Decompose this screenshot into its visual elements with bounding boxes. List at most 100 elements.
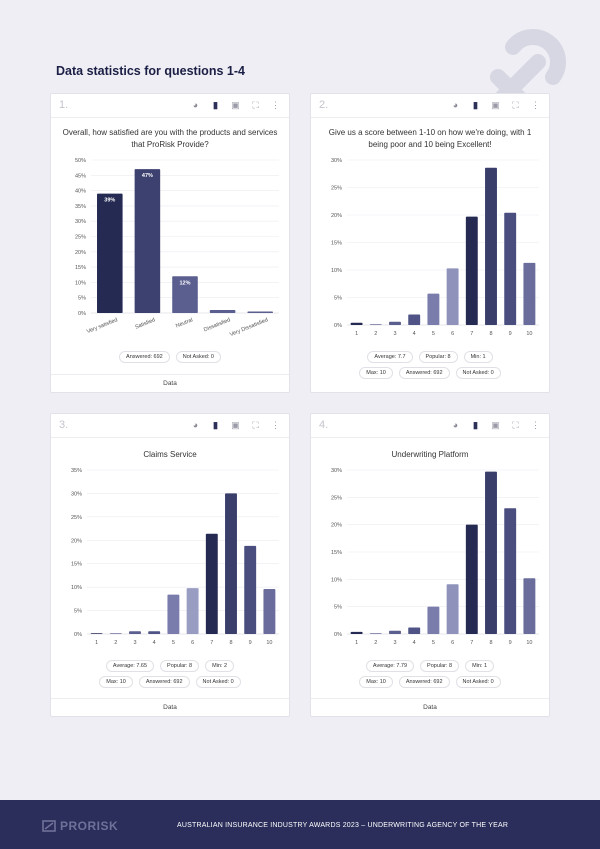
bar <box>504 508 517 634</box>
y-tick-label: 0% <box>334 632 342 638</box>
bar <box>350 322 363 325</box>
data-tab[interactable]: Data <box>51 374 289 392</box>
stat-pill: Not Asked: 0 <box>455 367 501 379</box>
stat-pill: Average: 7.65 <box>105 660 155 672</box>
expand-icon[interactable]: ⛶ <box>252 100 259 110</box>
stat-pill: Average: 7.79 <box>365 660 415 672</box>
bar-chart: 0% 5% 10% 15% 20% 25% 30% 1 2 3 4 5 6 7 8 9 10 <box>331 468 539 646</box>
question-text: Claims Service <box>143 450 197 459</box>
x-tick-label: 4 <box>413 331 416 337</box>
bar-chart: 0% 5% 10% 15% 20% 25% 30% 35% 40% 45% 50% 39% Very s… <box>75 158 279 338</box>
data-tab[interactable]: Data <box>51 698 289 716</box>
export-icon[interactable]: ▣ <box>231 100 240 110</box>
stat-pill: Not Asked: 0 <box>455 676 501 688</box>
bar <box>209 309 236 313</box>
bar <box>172 276 198 313</box>
page-title: Data statistics for questions 1-4 <box>56 64 245 78</box>
more-icon[interactable]: ⋮ <box>271 100 280 110</box>
y-tick-label: 25% <box>331 186 342 192</box>
x-tick-label: 8 <box>489 640 492 646</box>
bar <box>263 589 276 634</box>
bar <box>186 588 199 634</box>
y-tick-label: 25% <box>71 515 82 521</box>
bar-chart: 0% 5% 10% 15% 20% 25% 30% 35% 1 2 3 4 5 6 7 8 9 10 <box>71 468 279 646</box>
bar <box>109 633 122 634</box>
more-icon[interactable]: ⋮ <box>271 420 280 430</box>
y-tick-label: 10% <box>75 280 86 286</box>
card-header: 1. ◕ ▮ ▣ ⛶ ⋮ <box>51 94 289 118</box>
x-tick-label: 5 <box>172 640 175 646</box>
bar <box>369 324 382 325</box>
expand-icon[interactable]: ⛶ <box>512 100 519 110</box>
bar-chart-icon[interactable]: ▮ <box>213 100 218 110</box>
expand-icon[interactable]: ⛶ <box>512 420 519 430</box>
bar <box>350 631 363 634</box>
bar <box>427 606 440 634</box>
pie-chart-icon[interactable]: ◕ <box>452 100 459 110</box>
bar-chart-icon[interactable]: ▮ <box>213 420 218 430</box>
x-tick-label: 5 <box>432 331 435 337</box>
bar-chart-icon[interactable]: ▮ <box>473 420 478 430</box>
x-tick-label: 7 <box>210 640 213 646</box>
expand-icon[interactable]: ⛶ <box>252 420 259 430</box>
bar-chart-icon[interactable]: ▮ <box>473 100 478 110</box>
card-toolbar: ◕ ▮ ▣ ⛶ ⋮ <box>190 99 281 111</box>
y-tick-label: 10% <box>71 585 82 591</box>
stat-pill: Popular: 8 <box>160 660 200 672</box>
x-tick-label: 9 <box>509 331 512 337</box>
card-header: 2. ◕ ▮ ▣ ⛶ ⋮ <box>311 94 549 118</box>
stat-pill: Max: 10 <box>359 676 393 688</box>
bar <box>244 545 257 634</box>
pie-chart-icon[interactable]: ◕ <box>192 420 199 430</box>
stat-pill: Popular: 8 <box>418 351 458 363</box>
y-tick-label: 25% <box>75 235 86 241</box>
x-tick-label: 1 <box>355 331 358 337</box>
x-tick-label: Very Dissatisfied <box>229 317 269 338</box>
y-tick-label: 15% <box>331 550 342 556</box>
x-tick-label: 10 <box>526 640 532 646</box>
export-icon[interactable]: ▣ <box>231 420 240 430</box>
pie-chart-icon[interactable]: ◕ <box>192 100 199 110</box>
bar <box>446 268 459 325</box>
question-number: 3. <box>59 419 69 431</box>
y-tick-label: 30% <box>71 491 82 497</box>
export-icon[interactable]: ▣ <box>491 420 500 430</box>
x-tick-label: Neutral <box>175 317 194 329</box>
export-icon[interactable]: ▣ <box>491 100 500 110</box>
x-tick-label: 1 <box>355 640 358 646</box>
x-tick-label: 8 <box>489 331 492 337</box>
x-tick-label: 10 <box>266 640 272 646</box>
x-tick-label: 2 <box>114 640 117 646</box>
logo-text: PRORISK <box>60 819 119 833</box>
y-tick-label: 35% <box>75 204 86 210</box>
x-tick-label: 2 <box>374 640 377 646</box>
y-tick-label: 45% <box>75 173 86 179</box>
bar <box>446 584 459 634</box>
question-number: 2. <box>319 99 329 111</box>
x-tick-label: 9 <box>509 640 512 646</box>
y-tick-label: 0% <box>78 311 86 317</box>
y-tick-label: 0% <box>74 632 82 638</box>
x-tick-label: 2 <box>374 331 377 337</box>
x-tick-label: 3 <box>133 640 136 646</box>
stat-pill: Min: 1 <box>463 351 493 363</box>
more-icon[interactable]: ⋮ <box>531 420 540 430</box>
x-tick-label: 4 <box>413 640 416 646</box>
bar <box>504 212 517 325</box>
x-tick-label: 3 <box>393 331 396 337</box>
x-tick-label: 6 <box>451 331 454 337</box>
data-tab[interactable]: Data <box>311 698 549 716</box>
stats-row: Average: 7.7 Popular: 8 Min: 1 Max: 10 A… <box>311 351 549 379</box>
card-header: 4. ◕ ▮ ▣ ⛶ ⋮ <box>311 414 549 438</box>
pie-chart-icon[interactable]: ◕ <box>452 420 459 430</box>
question-text: Underwriting Platform <box>391 450 469 459</box>
more-icon[interactable]: ⋮ <box>531 100 540 110</box>
bar <box>389 321 401 325</box>
bar <box>408 314 421 325</box>
bar <box>134 169 161 313</box>
stat-pill: Max: 10 <box>359 367 393 379</box>
x-tick-label: Dissatisfied <box>203 317 231 333</box>
stat-pill: Answered: 692 <box>138 676 190 688</box>
y-tick-label: 5% <box>78 296 86 302</box>
y-tick-label: 30% <box>75 219 86 225</box>
